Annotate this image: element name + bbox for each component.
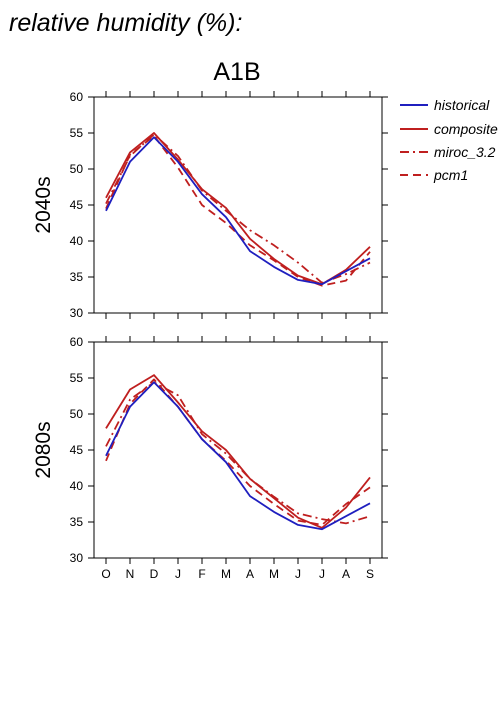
x-tick-label: A (246, 567, 254, 581)
series-line-composite (105, 374, 371, 529)
series-line-miroc (105, 133, 371, 284)
scenario-title: A1B (213, 58, 260, 86)
y-tick-label: 55 (70, 126, 84, 140)
y-tick-label: 50 (70, 407, 84, 421)
panel-2080s: 30 35 40 45 50 55 60 O N D J F M A M J J A S 2080s (32, 335, 388, 581)
x-tick-label: J (295, 567, 301, 581)
x-tick-label: M (269, 567, 279, 581)
x-tick-label: D (150, 567, 159, 581)
panel-label: 2040s (32, 176, 55, 233)
y-tick-label: 45 (70, 198, 84, 212)
panel-2040s: 30 35 40 45 50 55 60 2040s (32, 90, 388, 320)
plot-frame (93, 96, 383, 314)
x-tick-label: M (221, 567, 231, 581)
y-tick-label: 35 (70, 515, 84, 529)
panel-label: 2080s (32, 421, 55, 478)
legend-label-miroc: miroc_3.2 (434, 144, 496, 160)
page-title: relative humidity (%): (9, 9, 242, 37)
series-line-historical (105, 136, 371, 286)
legend: historical composite miroc_3.2 pcm1 (400, 97, 498, 183)
series-line-composite (105, 132, 371, 286)
y-tick-label: 60 (70, 335, 84, 349)
series-line-pcm (105, 378, 371, 526)
series-line-historical (105, 381, 371, 531)
y-tick-label: 45 (70, 443, 84, 457)
x-tick-label: A (342, 567, 350, 581)
plot-frame (93, 341, 383, 559)
x-tick-label: S (366, 567, 374, 581)
y-tick-label: 40 (70, 479, 84, 493)
y-tick-label: 30 (70, 306, 84, 320)
legend-label-composite: composite (434, 121, 498, 137)
y-tick-label: 30 (70, 551, 84, 565)
x-tick-label: N (126, 567, 135, 581)
series-line-miroc (105, 381, 371, 525)
x-tick-label: F (198, 567, 205, 581)
y-tick-label: 50 (70, 162, 84, 176)
y-tick-label: 40 (70, 234, 84, 248)
x-tick-label: O (101, 567, 110, 581)
x-tick-label: J (175, 567, 181, 581)
y-tick-label: 35 (70, 270, 84, 284)
legend-label-historical: historical (434, 97, 490, 113)
legend-label-pcm: pcm1 (433, 167, 468, 183)
x-tick-label: J (319, 567, 325, 581)
y-tick-label: 55 (70, 371, 84, 385)
series-line-pcm (105, 134, 371, 287)
y-tick-label: 60 (70, 90, 84, 104)
